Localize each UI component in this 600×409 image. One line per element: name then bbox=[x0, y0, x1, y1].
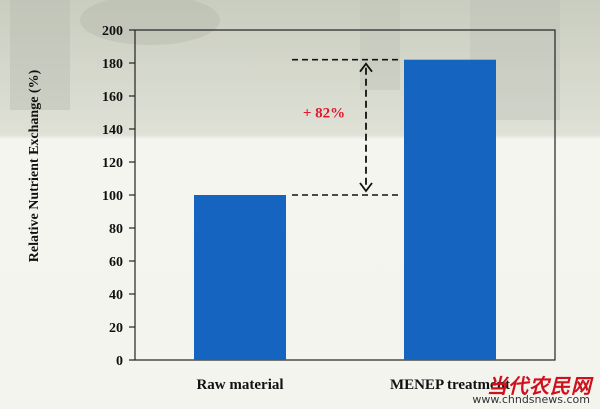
y-tick-label: 100 bbox=[102, 189, 123, 204]
annotation: + 82% bbox=[292, 58, 400, 196]
arrow-head-up bbox=[359, 62, 373, 73]
y-tick-label: 120 bbox=[102, 156, 123, 171]
y-tick-label: 200 bbox=[102, 24, 123, 39]
y-tick-label: 20 bbox=[109, 321, 123, 336]
y-tick-label: 160 bbox=[102, 90, 123, 105]
y-tick-label: 140 bbox=[102, 123, 123, 138]
y-tick-label: 80 bbox=[109, 222, 123, 237]
y-axis-title: Relative Nutrient Exchange (%) bbox=[27, 69, 42, 262]
annotation-label: + 82% bbox=[303, 105, 345, 121]
bar-2 bbox=[404, 59, 496, 360]
x-tick-label: MENEP treatment bbox=[390, 377, 510, 393]
arrow-head-down bbox=[359, 182, 373, 193]
x-labels: Raw material MENEP treatment bbox=[196, 377, 510, 393]
y-tick-label: 0 bbox=[116, 354, 123, 369]
bars bbox=[194, 59, 496, 360]
y-ticks: 0 20 40 60 80 100 120 140 160 180 200 bbox=[102, 24, 135, 369]
watermark-logo: 当代农民网 bbox=[487, 374, 592, 398]
x-tick-label: Raw material bbox=[196, 377, 283, 393]
y-tick-label: 60 bbox=[109, 255, 123, 270]
watermark-url: www.chndsnews.com bbox=[472, 393, 590, 406]
y-tick-label: 40 bbox=[109, 288, 123, 303]
y-tick-label: 180 bbox=[102, 57, 123, 72]
bar-1 bbox=[194, 195, 286, 360]
